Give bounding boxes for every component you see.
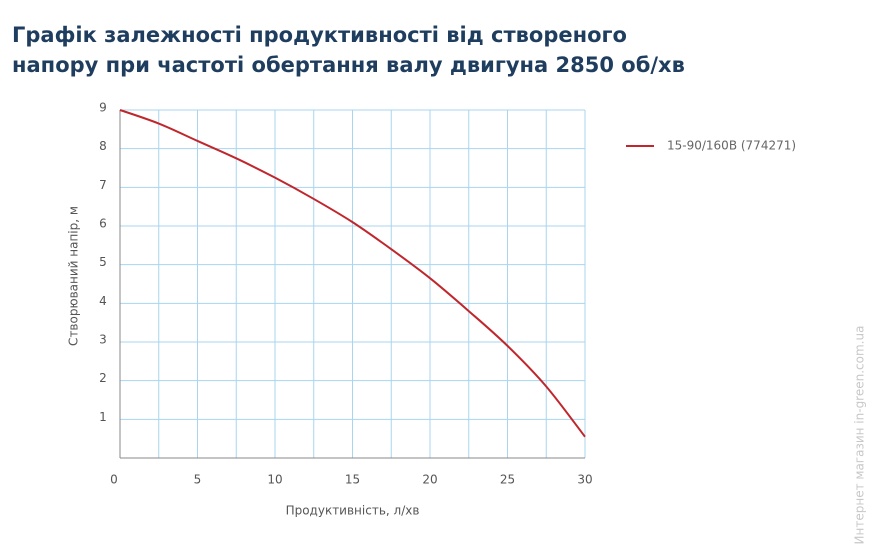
y-tick-label: 4 [99, 294, 107, 308]
x-tick-label: 0 [110, 473, 118, 487]
line [119, 109, 586, 438]
chart-title: Графік залежності продуктивності від ств… [12, 23, 685, 77]
x-axis-label: Продуктивність, л/хв [286, 504, 420, 518]
x-tick-label: 20 [422, 473, 437, 487]
y-tick-label: 9 [99, 101, 107, 115]
y-tick-label: 5 [99, 255, 107, 269]
watermark: Интернет магазин in-green.com.ua [853, 326, 867, 545]
x-tick-label: 5 [194, 473, 202, 487]
y-tick-label: 2 [99, 371, 107, 385]
x-tick-label: 15 [345, 473, 360, 487]
x-tick-label: 10 [267, 473, 282, 487]
y-tick-label: 8 [99, 139, 107, 153]
y-tick-label: 6 [99, 217, 107, 231]
x-tick-label: 25 [500, 473, 515, 487]
y-axis-label: Створюваний напір, м [67, 206, 81, 346]
y-tick-label: 7 [99, 178, 107, 192]
legend-label: 15-90/160B (774271) [667, 139, 796, 153]
y-tick-label: 1 [99, 410, 107, 424]
y-tick-label: 3 [99, 333, 107, 347]
x-tick-label: 30 [577, 473, 592, 487]
